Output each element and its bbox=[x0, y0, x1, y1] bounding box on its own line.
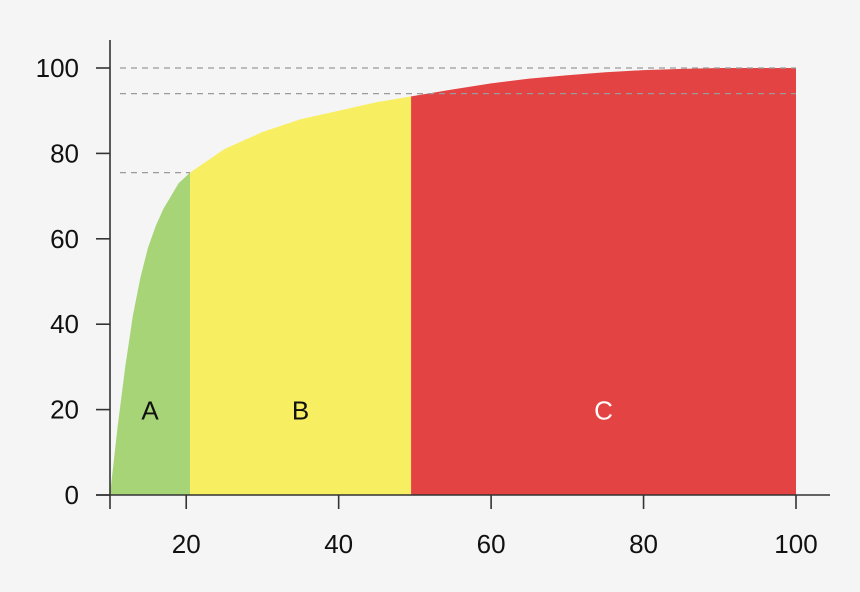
y-tick-label: 0 bbox=[65, 480, 79, 510]
x-tick-label: 80 bbox=[629, 529, 658, 559]
zone-label-c: C bbox=[594, 396, 613, 426]
y-tick-label: 20 bbox=[50, 395, 79, 425]
zone-area-c bbox=[411, 68, 796, 495]
y-tick-label: 80 bbox=[50, 138, 79, 168]
zone-area-b bbox=[190, 96, 412, 496]
reference-lines-layer bbox=[120, 67, 796, 174]
x-tick-label: 60 bbox=[477, 529, 506, 559]
axes-layer bbox=[96, 40, 830, 496]
x-tick-label: 20 bbox=[172, 529, 201, 559]
x-tick-label: 40 bbox=[324, 529, 353, 559]
y-tick-label: 100 bbox=[36, 53, 79, 83]
x-tick-label: 100 bbox=[774, 529, 817, 559]
y-tick-label: 60 bbox=[50, 224, 79, 254]
zone-label-b: B bbox=[292, 396, 309, 426]
y-tick-label: 40 bbox=[50, 309, 79, 339]
zones-layer bbox=[110, 68, 796, 496]
zone-labels-layer: A B C bbox=[141, 396, 613, 426]
zone-label-a: A bbox=[141, 396, 159, 426]
zone-area-a bbox=[110, 172, 191, 495]
ticks-layer: 0 20 40 60 80 100 20 40 60 80 100 bbox=[36, 53, 818, 559]
